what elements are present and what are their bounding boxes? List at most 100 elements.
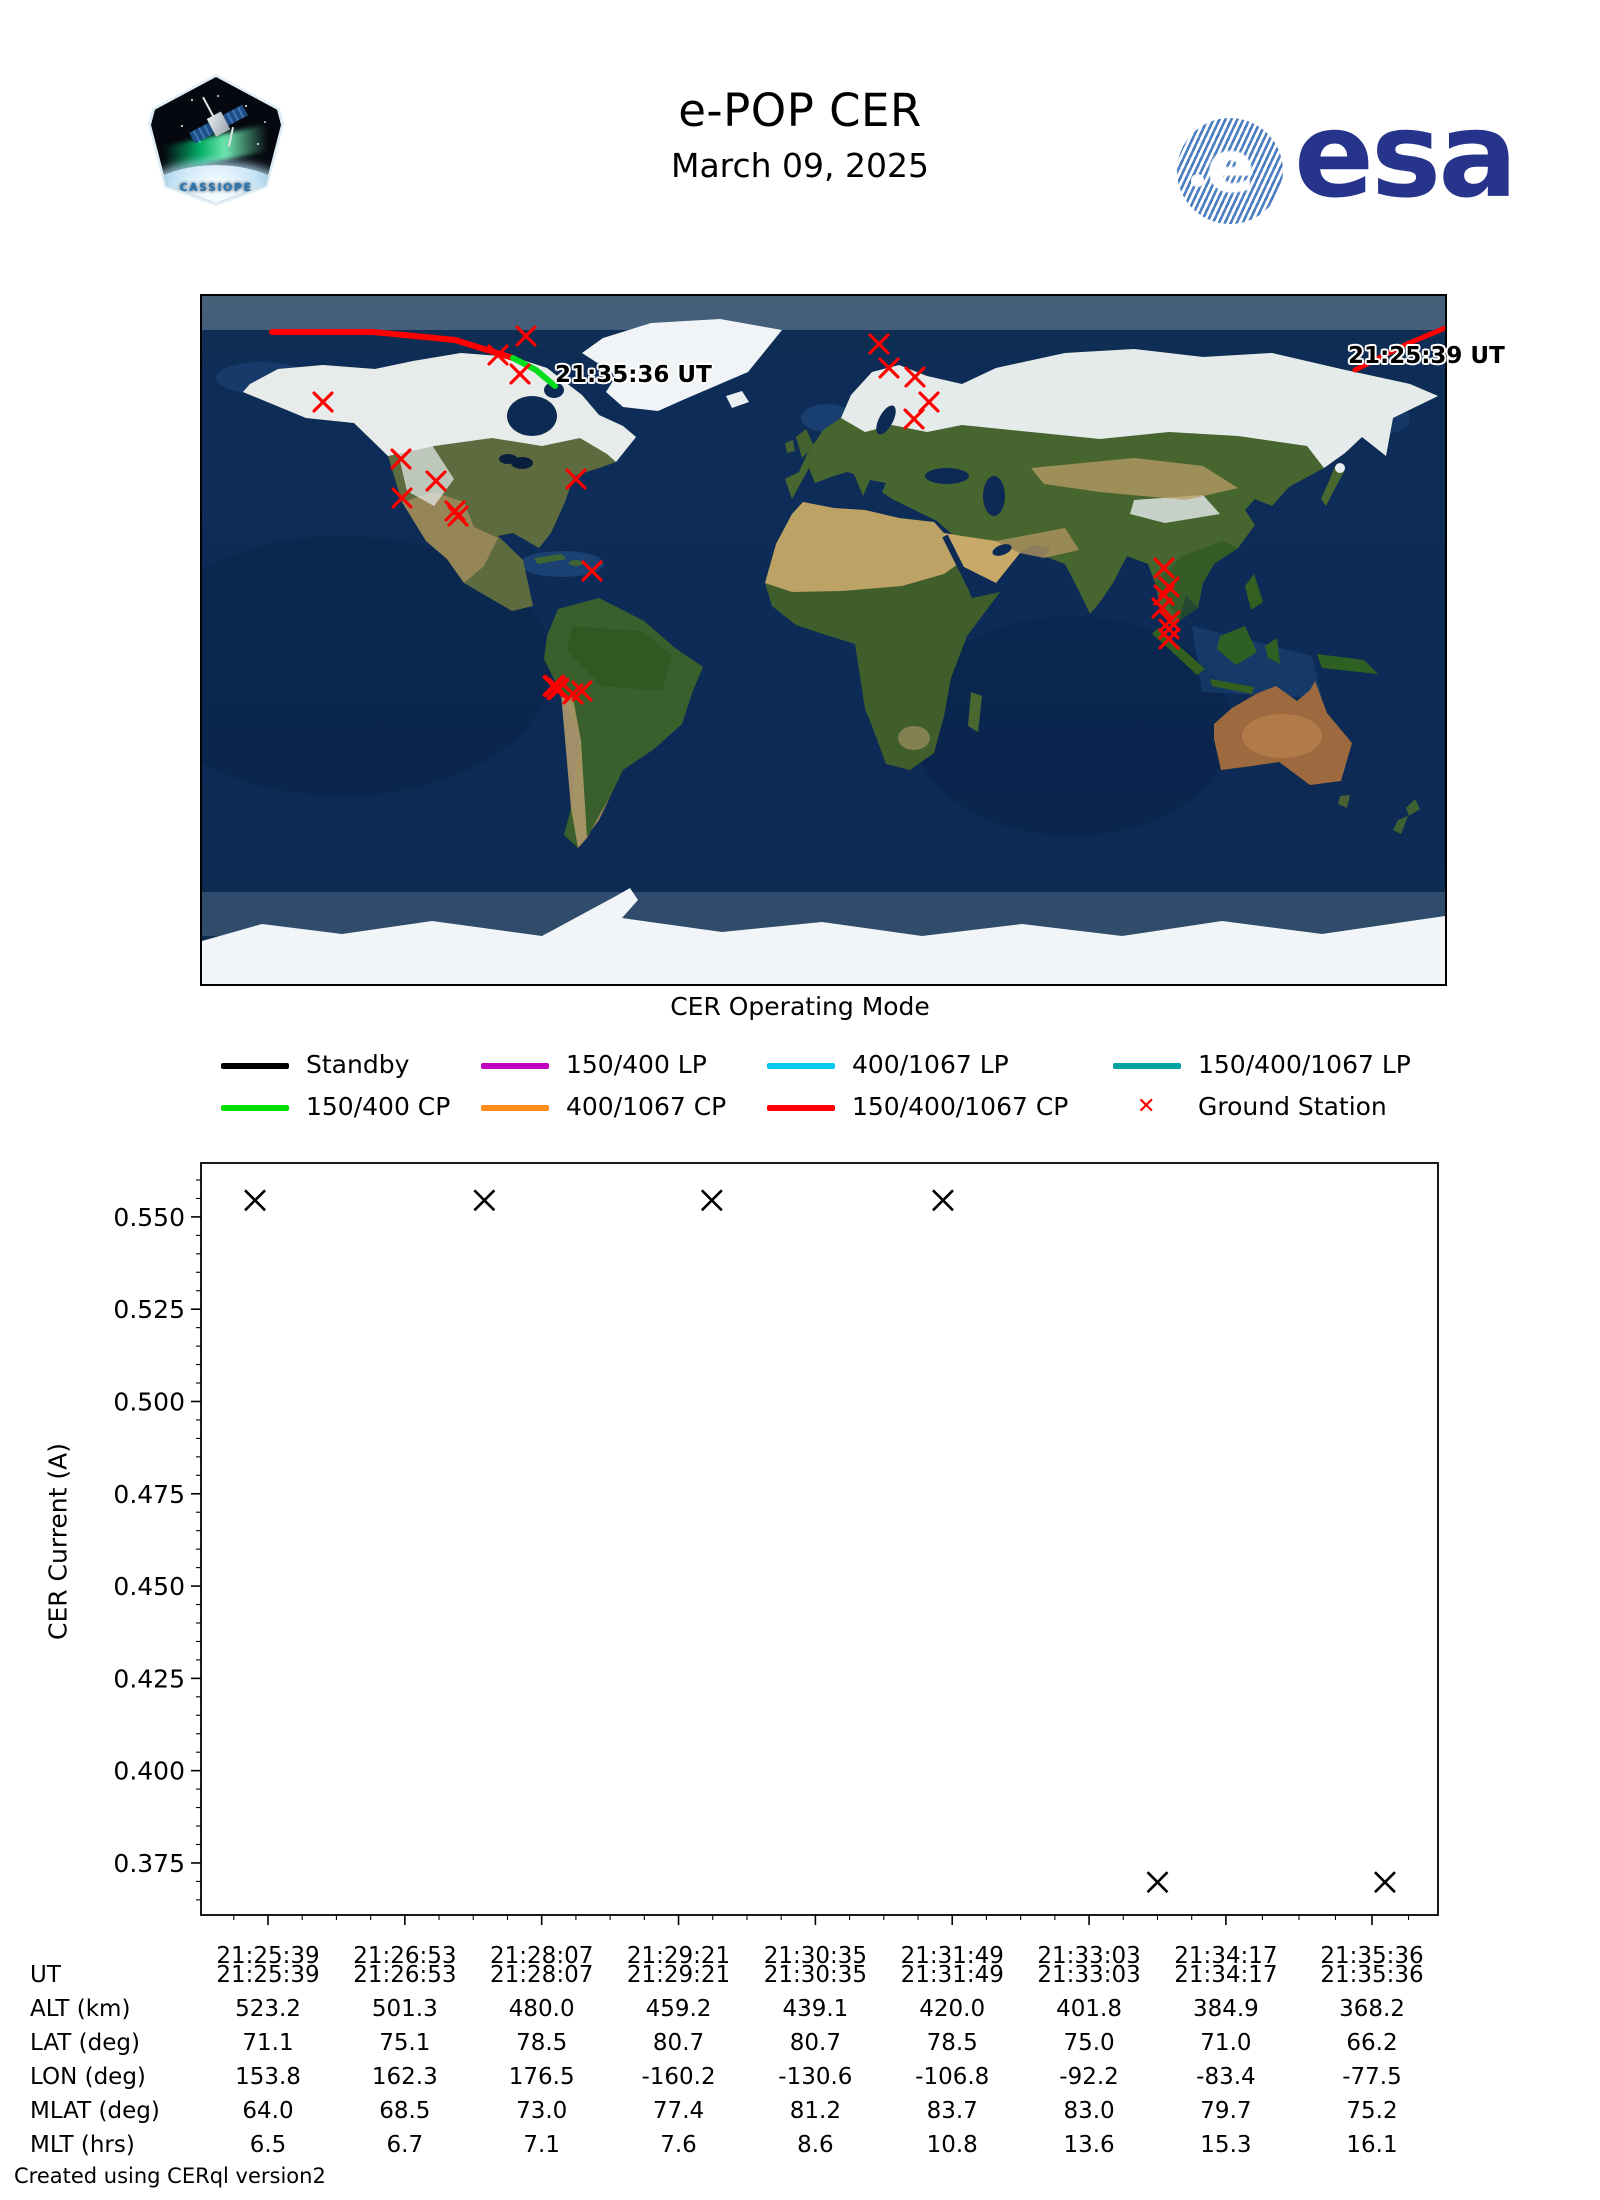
table-cell: 68.5 — [379, 2098, 431, 2124]
esa-logo: esa — [1294, 86, 1518, 224]
legend-item: 400/1067 CP — [481, 1092, 801, 1124]
table-cell: 66.2 — [1346, 2030, 1398, 2056]
table-cell: -83.4 — [1196, 2064, 1256, 2090]
ground-station-marker — [447, 505, 469, 527]
legend-item: 150/400 CP — [221, 1092, 541, 1124]
legend-line-swatch — [481, 1063, 549, 1069]
data-point-marker — [244, 1189, 266, 1212]
page-title: e-POP CER — [678, 84, 922, 137]
table-cell: 83.0 — [1063, 2098, 1115, 2124]
world-map — [200, 294, 1447, 986]
table-cell: 10.8 — [926, 2132, 978, 2158]
table-cell: 6.7 — [386, 2132, 424, 2158]
table-cell: 21:30:35 — [763, 1962, 868, 1988]
table-cell: 21:33:03 — [1037, 1962, 1141, 1988]
table-cell: 523.2 — [235, 1996, 301, 2022]
table-cell: 384.9 — [1192, 1996, 1259, 2022]
table-row-label: UT — [30, 1962, 61, 1988]
table-cell: 15.3 — [1200, 2132, 1252, 2158]
table-cell: 176.5 — [508, 2064, 575, 2090]
world-map-art — [202, 296, 1445, 984]
data-point-marker — [1146, 1871, 1169, 1894]
ground-station-marker — [312, 391, 334, 413]
table-row-label: LAT (deg) — [30, 2030, 140, 2056]
table-cell: 8.6 — [797, 2132, 834, 2158]
table-cell: 71.1 — [242, 2030, 294, 2056]
legend-label: 150/400/1067 CP — [852, 1092, 1069, 1121]
ground-station-marker — [1159, 610, 1181, 632]
ground-station-marker — [390, 448, 412, 470]
legend-item: 150/400 LP — [481, 1050, 801, 1082]
y-tick-label: 0.425 — [113, 1664, 185, 1693]
table-cell: 21:35:36 — [1320, 1962, 1424, 1988]
ground-station-marker — [546, 677, 570, 701]
table-cell: 75.1 — [379, 2030, 431, 2056]
legend-label: 150/400/1067 LP — [1198, 1050, 1411, 1079]
legend-label: Standby — [306, 1050, 410, 1079]
table-cell: 368.2 — [1339, 1996, 1405, 2022]
table-row: LON (deg) 153.8 162.3 176.5 -160.2 -130.6 -106… — [0, 2064, 1600, 2094]
table-row-label: ALT (km) — [30, 1996, 131, 2022]
table-cell: 64.0 — [242, 2098, 294, 2124]
data-point-marker — [932, 1189, 954, 1212]
table-cell: 79.7 — [1200, 2098, 1252, 2124]
table-row: ALT (km) 523.2 501.3 480.0 459.2 439.1 420.0 40… — [0, 1996, 1600, 2026]
table-row-label: LON (deg) — [30, 2064, 146, 2090]
table-cell: 80.7 — [652, 2030, 705, 2056]
data-point-marker — [1374, 1871, 1396, 1894]
esa-globe-icon: e — [1177, 118, 1283, 224]
ground-station-marker — [581, 560, 603, 582]
y-tick-label: 0.400 — [113, 1757, 185, 1786]
table-cell: 75.0 — [1063, 2030, 1115, 2056]
table-cell: -106.8 — [915, 2064, 990, 2090]
legend-label: 150/400 CP — [306, 1092, 451, 1121]
plot-border — [200, 1162, 1439, 1916]
table-cell: 73.0 — [516, 2098, 568, 2124]
map-time-label: 21:35:36 UT — [555, 362, 712, 388]
cassiope-label: CASSIOPE — [179, 181, 253, 194]
table-cell: 71.0 — [1200, 2030, 1252, 2056]
ground-station-marker — [904, 366, 926, 388]
table-cell: 6.5 — [249, 2132, 287, 2158]
page-date: March 09, 2025 — [670, 146, 930, 185]
ground-station-marker — [918, 391, 940, 413]
data-point-marker — [473, 1189, 496, 1212]
data-point-marker — [700, 1189, 723, 1212]
table-cell: 21:28:07 — [490, 1962, 594, 1988]
table-cell: 459.2 — [645, 1996, 712, 2022]
legend-item: 150/400/1067 CP — [767, 1092, 1087, 1124]
y-axis-label: CER Current (A) — [43, 1442, 73, 1641]
legend-line-swatch — [221, 1105, 289, 1111]
table-cell: 83.7 — [926, 2098, 978, 2124]
legend-label: 150/400 LP — [566, 1050, 707, 1079]
table-cell: 7.6 — [660, 2132, 697, 2158]
ground-station-legend-icon: ✕ — [1137, 1094, 1156, 1119]
table-cell: 21:31:49 — [900, 1962, 1004, 1988]
legend-line-swatch — [481, 1105, 549, 1111]
ground-station-marker — [515, 325, 537, 347]
table-cell: 78.5 — [926, 2030, 978, 2056]
table-cell: 21:26:53 — [353, 1962, 457, 1988]
table-cell: 21:25:39 — [216, 1962, 320, 1988]
table-cell: 80.7 — [789, 2030, 841, 2056]
legend-line-swatch — [221, 1063, 289, 1069]
ground-station-marker — [509, 363, 531, 385]
satellite-track-segment — [1352, 325, 1445, 373]
legend-label: Ground Station — [1198, 1092, 1387, 1121]
table-cell: -77.5 — [1342, 2064, 1402, 2090]
legend-label: 400/1067 CP — [566, 1092, 727, 1121]
legend-item: Standby — [221, 1050, 541, 1082]
table-cell: 401.8 — [1056, 1996, 1122, 2022]
table-cell: -130.6 — [778, 2064, 853, 2090]
y-tick-label: 0.500 — [113, 1387, 185, 1416]
ground-station-marker — [868, 333, 890, 355]
ground-station-marker — [565, 468, 587, 490]
legend-line-swatch — [767, 1105, 835, 1111]
legend-label: 400/1067 LP — [852, 1050, 1009, 1079]
y-tick-label: 0.475 — [113, 1480, 185, 1509]
table-cell: 480.0 — [508, 1996, 575, 2022]
footer-credit: Created using CERql version2 — [14, 2164, 326, 2188]
table-row: LAT (deg) 71.1 75.1 78.5 80.7 80.7 78.5 75.0 71.… — [0, 2030, 1600, 2060]
table-row: MLT (hrs) 6.5 6.7 7.1 7.6 8.6 10.8 13.6 15.3 16.1 — [0, 2132, 1600, 2162]
